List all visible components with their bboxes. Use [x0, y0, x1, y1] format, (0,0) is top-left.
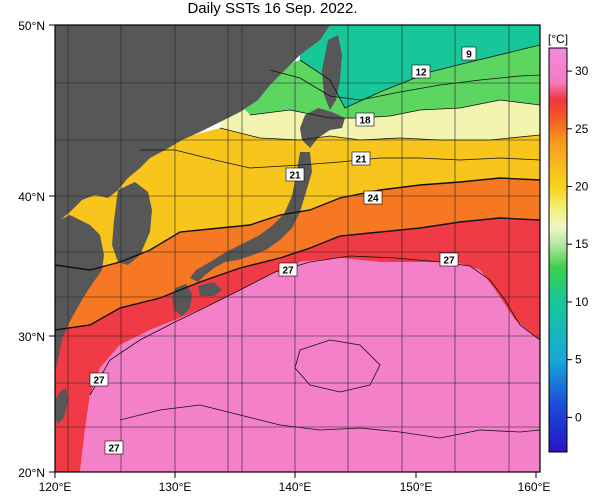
- lon-axis-labels: 120°E 130°E 140°E 150°E 160°E: [39, 480, 551, 494]
- contour-label-27: 27: [89, 372, 109, 387]
- svg-text:18: 18: [359, 116, 371, 127]
- contour-label-21: 21: [351, 151, 371, 166]
- svg-text:12: 12: [415, 68, 427, 79]
- colorbar-tick-label: 20: [575, 180, 589, 194]
- contour-label-12: 12: [411, 64, 431, 79]
- lat-axis-labels: 50°N 40°N 30°N 20°N: [18, 19, 45, 480]
- colorbar-bar: [548, 47, 568, 453]
- lon-tick-label: 150°E: [400, 480, 433, 494]
- svg-text:27: 27: [108, 444, 120, 455]
- isotherm-12: [269, 69, 540, 101]
- svg-text:21: 21: [289, 171, 301, 182]
- svg-text:27: 27: [93, 376, 105, 387]
- contour-labels: 9 12 18 21 21 24 27 27 27 27: [89, 46, 477, 455]
- land-kyushu: [172, 284, 192, 316]
- lat-tick-label: 20°N: [18, 466, 45, 480]
- map-plot-area: 9 12 18 21 21 24 27 27 27 27: [55, 25, 540, 472]
- lat-tick-label: 30°N: [18, 330, 45, 344]
- lon-tick-label: 140°E: [279, 480, 312, 494]
- colorbar-tick-label: 5: [575, 353, 582, 367]
- svg-text:27: 27: [443, 256, 455, 267]
- colorbar-tick-label: 10: [575, 295, 589, 309]
- land-china-coast: [55, 215, 104, 372]
- graticule: [55, 25, 540, 472]
- contour-label-27: 27: [104, 440, 124, 455]
- contour-label-27: 27: [439, 252, 459, 267]
- land-korea: [112, 182, 152, 265]
- sst-band-24: [55, 178, 540, 330]
- colorbar-tick-label: 15: [575, 237, 589, 251]
- svg-text:9: 9: [466, 50, 472, 61]
- lon-tick-label: 120°E: [39, 480, 72, 494]
- colorbar-tick-label: 0: [575, 410, 582, 424]
- colorbar-ticks: 30 25 20 15 10 5 0: [567, 64, 589, 424]
- colorbar: [°C] 30 25 20 15 10 5 0: [548, 32, 589, 453]
- isotherm-15: [249, 99, 540, 119]
- isotherm-28: [89, 255, 540, 396]
- contour-label-9: 9: [461, 46, 477, 61]
- colorbar-unit: [°C]: [548, 32, 568, 46]
- map-title: Daily SSTs 16 Sep. 2022.: [187, 0, 358, 17]
- svg-text:21: 21: [355, 155, 367, 166]
- land-shikoku: [198, 282, 222, 296]
- isotherm-9: [299, 44, 540, 109]
- sst-band-27: [55, 218, 540, 472]
- lon-tick-label: 130°E: [159, 480, 192, 494]
- land-masses: [55, 25, 345, 424]
- axis-tick-marks: [49, 24, 537, 478]
- lat-tick-label: 40°N: [18, 190, 45, 204]
- sst-field: [55, 25, 540, 472]
- land-taiwan: [55, 388, 68, 424]
- lon-tick-label: 160°E: [518, 480, 551, 494]
- colorbar-tick-label: 30: [575, 64, 589, 78]
- land-asia-mainland: [55, 25, 330, 222]
- sst-band-12: [230, 45, 540, 118]
- svg-text:24: 24: [367, 194, 379, 205]
- sst-band-17: [220, 95, 540, 140]
- isotherm-21: [140, 149, 540, 169]
- isotherm-24: [55, 177, 540, 271]
- contour-label-24: 24: [363, 190, 383, 205]
- sst-band-29: [80, 258, 540, 472]
- contour-label-21: 21: [285, 167, 305, 182]
- contour-label-27: 27: [278, 262, 298, 277]
- contour-label-18: 18: [355, 112, 375, 127]
- lat-tick-label: 50°N: [18, 19, 45, 33]
- isotherm-29-eddy: [294, 339, 381, 393]
- isotherm-29-south: [119, 404, 540, 439]
- svg-text:27: 27: [282, 266, 294, 277]
- map-frame: [54, 24, 541, 473]
- land-small-island: [198, 108, 210, 120]
- land-sakhalin: [322, 35, 342, 110]
- colorbar-tick-label: 25: [575, 122, 589, 136]
